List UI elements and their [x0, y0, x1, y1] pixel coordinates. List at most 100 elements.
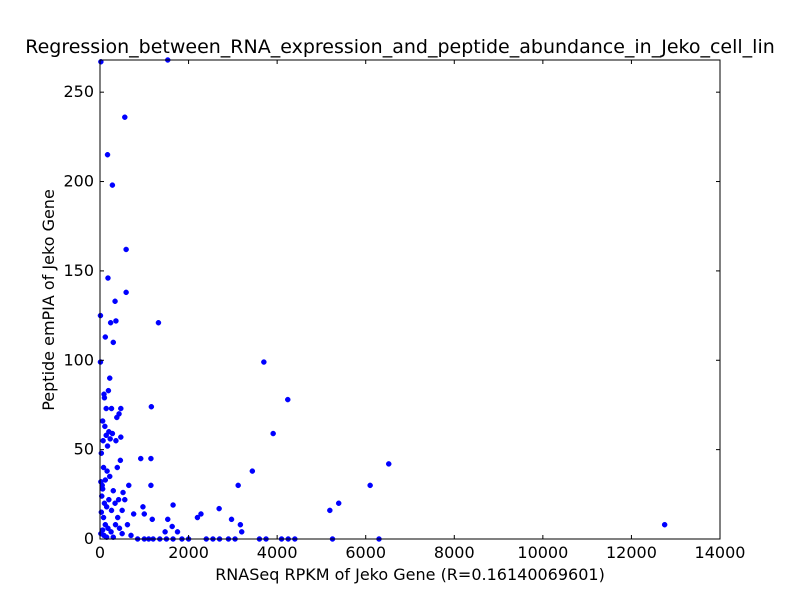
data-point [148, 403, 155, 410]
data-point [155, 319, 162, 326]
data-point [100, 464, 107, 471]
data-point [128, 532, 134, 539]
data-point [216, 505, 222, 512]
data-point [100, 437, 106, 444]
y-tick-label: 150 [63, 261, 94, 280]
chart-title: Regression_between_RNA_expression_and_pe… [25, 36, 775, 58]
data-point [108, 529, 114, 535]
data-point [109, 182, 116, 188]
data-point [105, 275, 111, 281]
data-point [170, 502, 176, 508]
data-point [105, 525, 111, 532]
data-point [385, 461, 392, 467]
data-point [106, 473, 113, 480]
data-point [99, 486, 106, 492]
data-point [141, 511, 148, 517]
data-point [148, 482, 154, 489]
data-point [123, 289, 129, 296]
x-tick-label: 12000 [606, 543, 657, 562]
data-point [122, 114, 128, 120]
data-point [149, 516, 156, 523]
data-point [228, 516, 235, 523]
data-point [238, 529, 245, 535]
data-point [99, 493, 105, 499]
data-point [194, 514, 201, 521]
data-point [112, 500, 118, 507]
data-point [198, 511, 204, 517]
y-tick-label: 0 [84, 529, 94, 548]
data-point [237, 521, 244, 528]
data-point [107, 319, 114, 326]
y-tick-label: 200 [63, 172, 94, 191]
data-point [114, 414, 120, 421]
data-point [113, 318, 119, 324]
data-point [107, 436, 113, 442]
x-tick-label: 0 [95, 543, 105, 562]
data-point [112, 298, 118, 305]
data-point [114, 514, 121, 521]
data-point [102, 423, 108, 430]
x-axis: 0 2000 4000 6000 8000 10000 12000 14000 [95, 60, 746, 562]
data-point [114, 464, 121, 471]
data-point [137, 455, 144, 462]
y-tick-label: 100 [63, 350, 94, 369]
data-point [110, 534, 117, 540]
data-point [106, 496, 112, 503]
data-point [119, 530, 125, 537]
data-point [109, 430, 116, 437]
data-point [115, 496, 122, 503]
data-point [113, 437, 119, 444]
data-point [140, 504, 146, 510]
data-point [122, 496, 128, 503]
x-tick-label: 4000 [257, 543, 298, 562]
x-axis-label: RNASeq RPKM of Jeko Gene (R=0.1614006960… [215, 565, 605, 584]
data-point [661, 521, 668, 528]
data-point [104, 443, 111, 449]
data-point [169, 523, 175, 530]
data-point [110, 487, 117, 494]
data-point [116, 525, 123, 532]
data-point [104, 151, 111, 158]
data-point [105, 387, 112, 394]
data-point [112, 521, 119, 528]
data-point [102, 334, 109, 340]
data-point [249, 468, 256, 474]
data-point [126, 482, 132, 489]
data-point [335, 500, 342, 507]
data-point [327, 507, 333, 514]
x-tick-label: 10000 [517, 543, 568, 562]
data-point [119, 507, 125, 514]
x-tick-label: 14000 [695, 543, 746, 562]
data-point [148, 455, 154, 462]
data-point [103, 504, 110, 510]
data-point [103, 534, 110, 540]
data-point [235, 482, 241, 489]
data-point [103, 405, 109, 412]
data-point [118, 434, 124, 440]
data-point [162, 529, 168, 535]
data-point [103, 432, 109, 439]
data-point [102, 477, 109, 483]
data-point [99, 418, 106, 424]
data-point [104, 468, 110, 474]
data-points [97, 57, 668, 542]
data-point [367, 482, 373, 489]
data-point [106, 375, 113, 381]
y-axis-label: Peptide emPIA of Jeko Gene [39, 189, 58, 411]
data-point [261, 359, 267, 365]
data-point [165, 516, 171, 523]
x-tick-label: 6000 [345, 543, 386, 562]
data-point [120, 489, 126, 496]
data-point [108, 507, 115, 514]
data-point [110, 339, 117, 346]
data-point [123, 246, 129, 253]
x-tick-label: 2000 [168, 543, 209, 562]
y-tick-label: 250 [63, 82, 94, 101]
x-tick-label: 8000 [434, 543, 475, 562]
y-axis: 0 50 100 150 200 250 [63, 82, 720, 548]
data-point [100, 514, 107, 521]
data-point [117, 457, 124, 464]
data-point [118, 405, 124, 412]
data-point [101, 395, 108, 401]
